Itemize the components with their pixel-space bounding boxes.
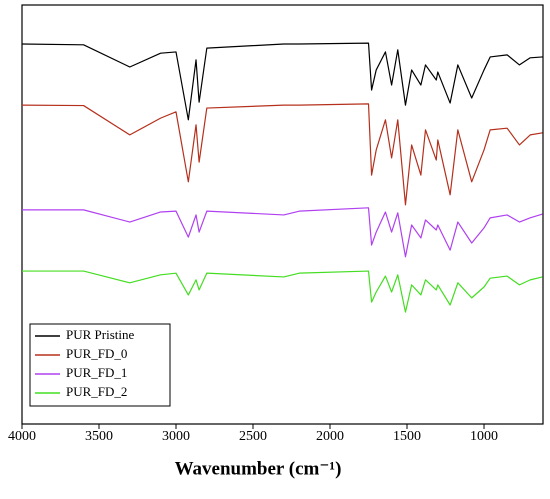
spectrum-line	[21, 42, 543, 121]
legend-label: PUR_FD_0	[66, 346, 127, 361]
legend-label: PUR_FD_2	[66, 384, 127, 399]
legend-label: PUR_FD_1	[66, 365, 127, 380]
x-tick-label: 3500	[85, 429, 113, 444]
spectrum-line	[21, 103, 543, 206]
x-tick-label: 4000	[8, 429, 36, 444]
x-axis-label: Wavenumber (cm⁻¹)	[175, 458, 342, 479]
x-tick-label: 1000	[470, 429, 498, 444]
plot-frame	[21, 4, 544, 425]
legend-label: PUR Pristine	[66, 327, 134, 342]
x-tick-label: 2000	[316, 429, 344, 444]
x-tick-label: 2500	[239, 429, 267, 444]
x-tick-label: 1500	[393, 429, 421, 444]
spectrum-line	[22, 207, 543, 258]
x-tick-label: 3000	[162, 429, 190, 444]
spectrum-line	[22, 270, 543, 313]
